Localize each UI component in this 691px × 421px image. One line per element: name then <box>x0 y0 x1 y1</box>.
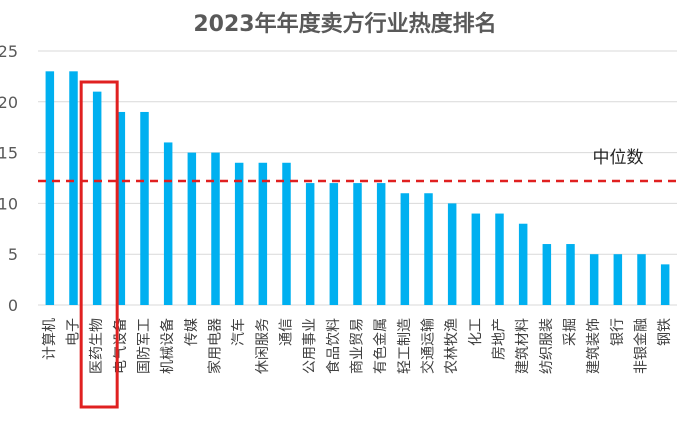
bar-2 <box>69 71 78 305</box>
bar-13 <box>329 183 339 305</box>
x-tick-label: 有色金属 <box>372 318 389 374</box>
x-tick-label: 轻工制造 <box>397 318 413 374</box>
x-tick-label: 电气设备 <box>112 318 129 374</box>
x-tick-label: 食品饮料 <box>325 318 342 374</box>
bar-26 <box>637 254 646 305</box>
x-tick-label: 汽车 <box>230 318 247 346</box>
bar-27 <box>660 264 670 305</box>
x-tick-label: 纺织服装 <box>539 318 555 374</box>
bar-1 <box>45 71 55 305</box>
bar-15 <box>376 183 386 305</box>
bar-22 <box>542 244 552 305</box>
x-tick-label: 传媒 <box>184 318 200 346</box>
x-tick-label: 采掘 <box>563 318 579 346</box>
x-tick-label: 医药生物 <box>89 318 105 374</box>
bar-25 <box>613 254 623 305</box>
bar-19 <box>471 213 481 305</box>
y-tick-label: 10 <box>0 194 18 213</box>
bar-14 <box>353 183 362 305</box>
highlight-box <box>79 80 119 409</box>
bar-16 <box>400 193 410 305</box>
bars <box>45 71 670 306</box>
y-tick-label: 20 <box>0 93 18 112</box>
x-tick-label: 机械设备 <box>159 318 176 374</box>
x-tick-label: 交通运输 <box>420 318 437 374</box>
x-tick-label: 建筑装饰 <box>586 318 602 374</box>
bar-7 <box>187 152 197 305</box>
x-tick-label: 钢铁 <box>657 318 673 346</box>
bar-17 <box>424 193 433 305</box>
bar-11 <box>282 162 291 305</box>
bar-18 <box>447 203 457 305</box>
bar-23 <box>566 244 575 305</box>
x-tick-label: 非银金融 <box>634 318 650 374</box>
bar-24 <box>589 254 599 305</box>
bar-12 <box>305 183 315 305</box>
x-tick-label: 商业贸易 <box>350 318 366 374</box>
bar-5 <box>140 111 149 306</box>
x-tick-label: 通信 <box>279 318 295 346</box>
median-reference: 中位数 <box>38 148 677 183</box>
chart-title: 2023年年度卖方行业热度排名 <box>193 11 496 37</box>
bar-3 <box>92 91 102 305</box>
bar-4 <box>116 111 126 306</box>
median-label: 中位数 <box>593 148 644 168</box>
y-tick-label: 15 <box>0 144 18 163</box>
x-axis-ticks: 计算机 电子 医药生物 电气设备 国防军工 机械设备 传媒 家用电器 汽车 休闲服务 通信 公用事业食… <box>42 318 673 374</box>
y-tick-label: 0 <box>8 296 18 315</box>
bar-8 <box>211 152 220 305</box>
y-tick-label: 5 <box>8 245 18 264</box>
x-tick-label: 化工 <box>468 318 484 346</box>
x-tick-label: 房地产 <box>492 318 508 360</box>
x-tick-label: 休闲服务 <box>255 318 271 374</box>
x-tick-label: 银行 <box>610 318 626 346</box>
bar-20 <box>495 213 504 305</box>
bar-21 <box>518 223 528 305</box>
x-tick-label: 农林牧渔 <box>444 318 460 374</box>
x-tick-label: 公用事业 <box>302 318 318 374</box>
y-tick-label: 25 <box>0 42 18 61</box>
x-tick-label: 计算机 <box>42 318 58 360</box>
x-tick-label: 家用电器 <box>207 318 224 374</box>
bar-6 <box>163 142 173 305</box>
x-tick-label: 建筑材料 <box>515 318 531 374</box>
bar-9 <box>234 162 244 305</box>
x-tick-label: 国防军工 <box>137 318 153 374</box>
x-tick-label: 电子 <box>66 318 82 346</box>
bar-10 <box>258 162 268 305</box>
y-axis-ticks: 0 5 10 15 20 25 <box>0 42 18 315</box>
